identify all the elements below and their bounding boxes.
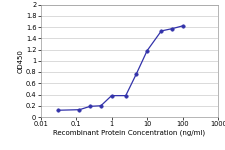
- Y-axis label: OD450: OD450: [18, 49, 24, 73]
- X-axis label: Recombinant Protein Concentration (ng/ml): Recombinant Protein Concentration (ng/ml…: [53, 129, 205, 136]
